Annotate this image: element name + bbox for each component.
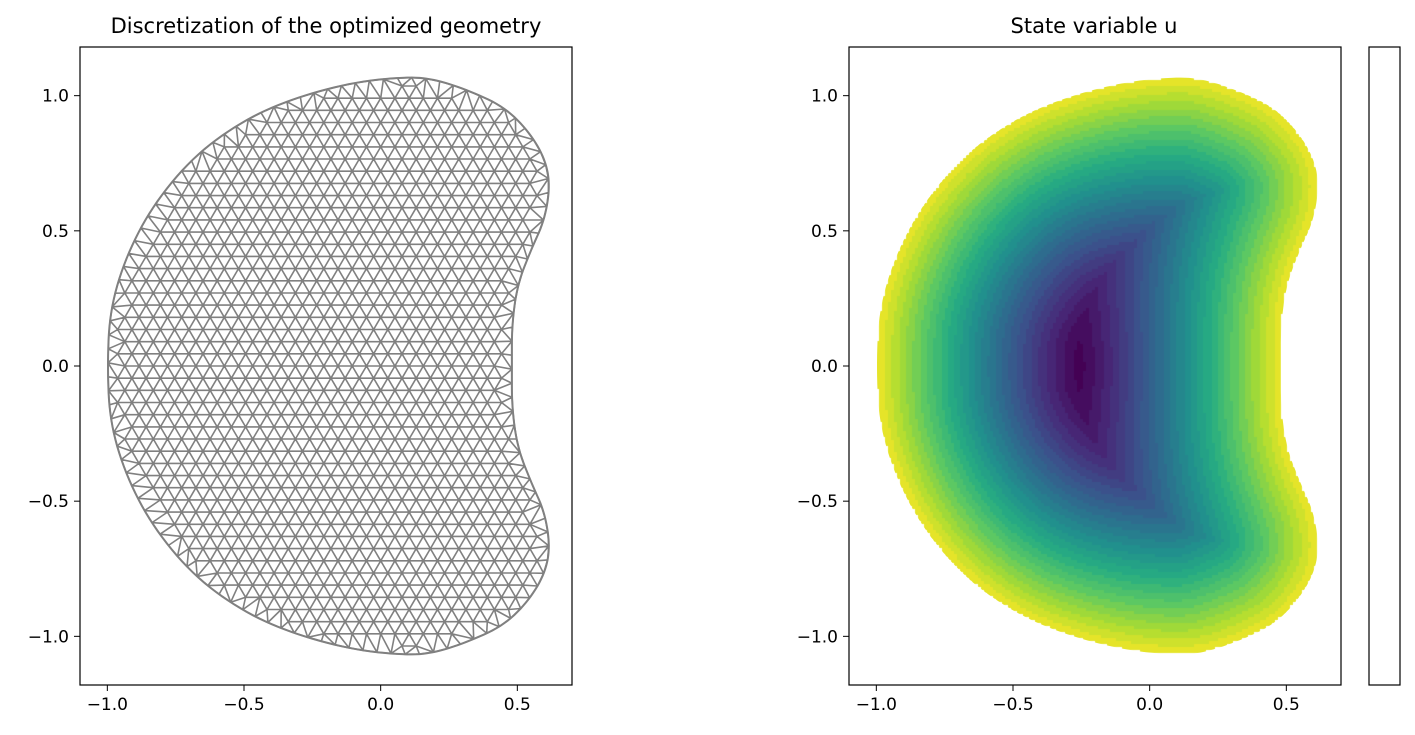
state-y-tick-label: 0.0 — [811, 357, 838, 377]
state-x-tick-label: 0.5 — [1273, 695, 1300, 715]
state-y-tick-label: −0.5 — [797, 492, 838, 512]
state-y-tick-label: −1.0 — [797, 627, 838, 647]
mesh-y-tick-label: 0.5 — [42, 222, 69, 242]
state-axis-ticks: −1.0 −0.5 0.0 0.5 −1.0 −0.5 0.0 0.5 1.0 — [797, 87, 1300, 715]
state-y-tick-label: 1.0 — [811, 87, 838, 107]
mesh-panel-title: Discretization of the optimized geometry — [111, 14, 542, 38]
mesh-axis-ticks: −1.0 −0.5 0.0 0.5 −1.0 −0.5 0.0 0.5 1.0 — [28, 87, 531, 715]
mesh-edges — [107, 76, 550, 656]
mesh-panel: Discretization of the optimized geometry… — [28, 14, 573, 715]
mesh-x-tick-label: −1.0 — [87, 695, 128, 715]
mesh-wireframe — [107, 76, 550, 656]
mesh-y-tick-label: 0.0 — [42, 357, 69, 377]
state-contour-fill — [877, 77, 1318, 655]
mesh-x-tick-label: −0.5 — [223, 695, 264, 715]
state-contour-image — [877, 77, 1318, 655]
mesh-x-tick-label: 0.5 — [504, 695, 531, 715]
state-x-tick-label: 0.0 — [1136, 695, 1163, 715]
state-x-tick-label: −0.5 — [992, 695, 1033, 715]
state-x-tick-label: −1.0 — [856, 695, 897, 715]
state-panel-title: State variable u — [1011, 14, 1178, 38]
colorbar — [1368, 46, 1401, 686]
mesh-y-tick-label: 1.0 — [42, 87, 69, 107]
mesh-x-tick-label: 0.0 — [367, 695, 394, 715]
mesh-y-tick-label: −1.0 — [28, 627, 69, 647]
mesh-boundary — [107, 76, 550, 656]
mesh-y-tick-label: −0.5 — [28, 492, 69, 512]
state-panel: State variable u −1.0 −0.5 0.0 0.5 −1.0 −0.5 0… — [797, 14, 1342, 715]
state-y-tick-label: 0.5 — [811, 222, 838, 242]
